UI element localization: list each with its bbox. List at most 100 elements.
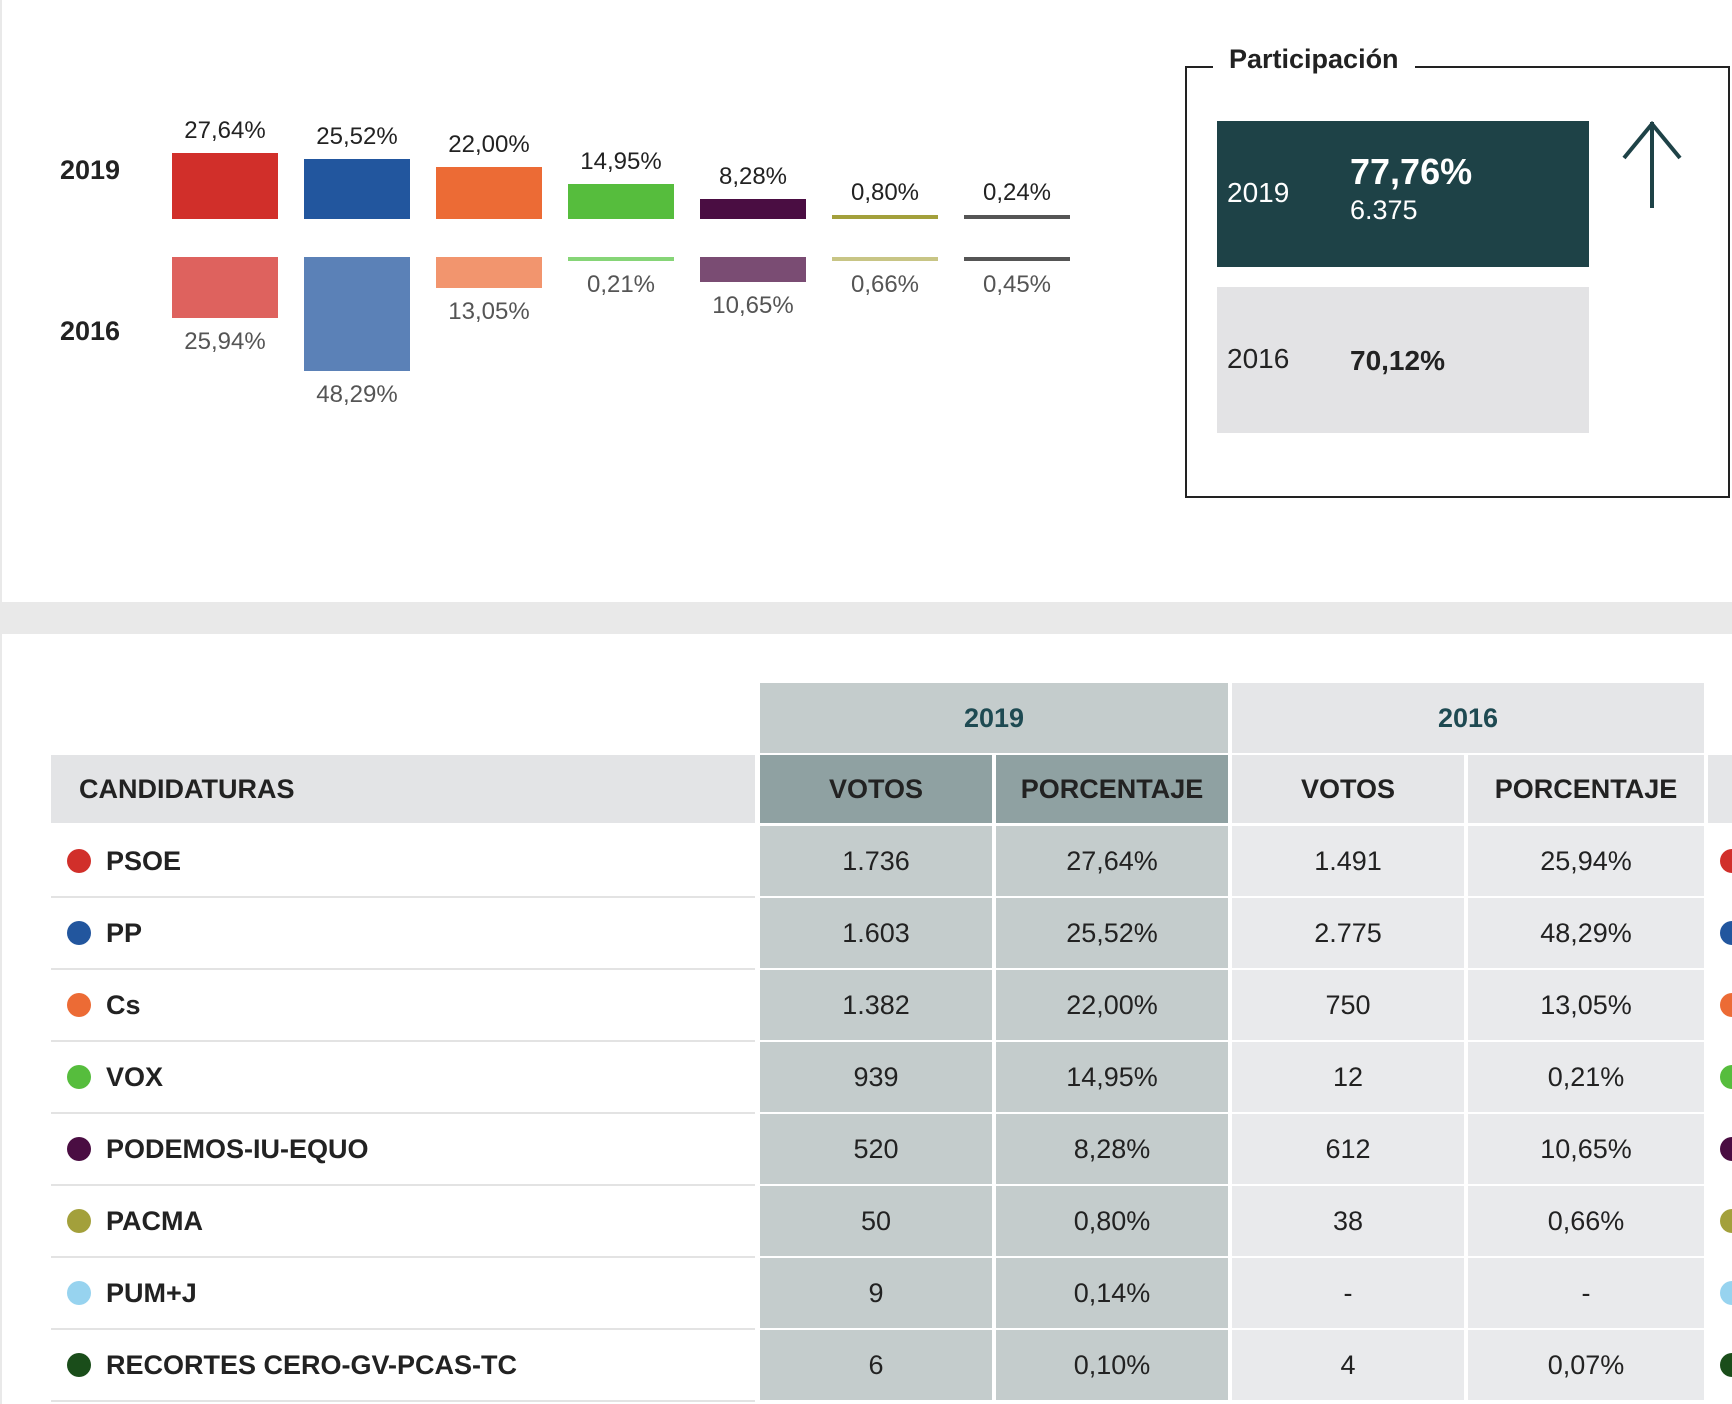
- percentage-2019: 22,00%: [996, 970, 1228, 1040]
- arrow-up-icon: [1622, 120, 1682, 208]
- participation-year: 2019: [1227, 177, 1290, 208]
- candidate-name: PACMA: [51, 1186, 755, 1256]
- votes-2019: 9: [760, 1258, 992, 1328]
- bar-2016-pum-j: [964, 257, 1070, 261]
- votes-2016: 38: [1232, 1186, 1464, 1256]
- votes-2016: 750: [1232, 970, 1464, 1040]
- candidate-name: PSOE: [51, 826, 755, 896]
- bar-2019-podemos-iu-equo: [700, 199, 806, 219]
- bar-2019-pacma: [832, 215, 938, 219]
- chart-year-2016: 2016: [60, 316, 121, 346]
- participation-year: 2016: [1227, 343, 1290, 374]
- party-color-dot: [67, 1065, 91, 1089]
- bar-label-2019-pp: 25,52%: [316, 122, 398, 150]
- percentage-2016: 0,07%: [1468, 1330, 1704, 1400]
- bar-label-2016-podemos-iu-equo: 10,65%: [712, 292, 794, 320]
- col-header-porcentaje-2019: PORCENTAJE: [996, 755, 1228, 823]
- percentage-2016: 10,65%: [1468, 1114, 1704, 1184]
- bar-2019-pum-j: [964, 215, 1070, 219]
- row-separator: [51, 896, 755, 898]
- bar-label-2019-pum-j: 0,24%: [982, 179, 1052, 206]
- bar-label-2019-podemos-iu-equo: 8,28%: [718, 163, 788, 191]
- year-header-2019: 2019: [760, 683, 1228, 753]
- bar-label-2019-pacma: 0,80%: [850, 179, 920, 206]
- votes-2019: 1.736: [760, 826, 992, 896]
- party-color-dot: [1720, 1281, 1732, 1305]
- percentage-2016: 0,66%: [1468, 1186, 1704, 1256]
- participation-votes: 6.375: [1350, 195, 1418, 225]
- percentage-2019: 27,64%: [996, 826, 1228, 896]
- party-color-dot: [67, 921, 91, 945]
- participation-percentage: 70,12%: [1350, 345, 1445, 376]
- votes-2019: 6: [760, 1330, 992, 1400]
- party-color-dot: [67, 993, 91, 1017]
- votes-2016: 4: [1232, 1330, 1464, 1400]
- percentage-2016: 0,21%: [1468, 1042, 1704, 1112]
- party-color-dot: [1720, 1209, 1732, 1233]
- participation-title: Participación: [1213, 44, 1415, 75]
- bar-label-2016-cs: 13,05%: [448, 297, 530, 325]
- row-separator: [51, 1328, 755, 1330]
- votes-2019: 520: [760, 1114, 992, 1184]
- bar-label-2016-pum-j: 0,45%: [982, 271, 1052, 298]
- party-color-dot: [67, 1353, 91, 1377]
- candidate-name: RECORTES CERO-GV-PCAS-TC: [51, 1330, 755, 1400]
- participation-percentage: 77,76%: [1350, 151, 1473, 192]
- candidate-name: PP: [51, 898, 755, 968]
- bar-label-2016-pacma: 0,66%: [850, 271, 920, 298]
- col-header-votos-2016: VOTOS: [1232, 755, 1464, 823]
- bar-2019-psoe: [172, 153, 278, 219]
- col-header-candidaturas: CANDIDATURAS: [51, 755, 755, 823]
- row-separator: [51, 968, 755, 970]
- bar-label-2016-psoe: 25,94%: [184, 328, 266, 356]
- percentage-2016: 13,05%: [1468, 970, 1704, 1040]
- votes-2016: 612: [1232, 1114, 1464, 1184]
- candidate-name: Cs: [51, 970, 755, 1040]
- votes-2016: -: [1232, 1258, 1464, 1328]
- bar-2016-vox: [568, 257, 674, 261]
- participation-2019: 2019 77,76% 6.375: [1217, 121, 1589, 267]
- party-color-dot: [1720, 849, 1732, 873]
- party-color-dot: [1720, 1065, 1732, 1089]
- party-color-dot: [1720, 1137, 1732, 1161]
- votes-2016: 1.491: [1232, 826, 1464, 896]
- col-header-porcentaje-2016: PORCENTAJE: [1468, 755, 1704, 823]
- row-separator: [51, 1256, 755, 1258]
- row-separator: [51, 1112, 755, 1114]
- percentage-2019: 14,95%: [996, 1042, 1228, 1112]
- votes-2019: 1.603: [760, 898, 992, 968]
- percentage-2019: 8,28%: [996, 1114, 1228, 1184]
- bar-2016-cs: [436, 257, 542, 288]
- percentage-2016: 25,94%: [1468, 826, 1704, 896]
- participation-2016: 2016 70,12%: [1217, 287, 1589, 433]
- bar-2016-psoe: [172, 257, 278, 319]
- chart-year-2019: 2019: [60, 155, 121, 185]
- bar-2016-pacma: [832, 257, 938, 261]
- col-header-overflow: [1708, 755, 1732, 823]
- party-color-dot: [67, 1209, 91, 1233]
- percentage-2016: 48,29%: [1468, 898, 1704, 968]
- percentage-2019: 25,52%: [996, 898, 1228, 968]
- bar-label-2019-vox: 14,95%: [580, 147, 662, 175]
- candidate-name: PUM+J: [51, 1258, 755, 1328]
- bar-2016-podemos-iu-equo: [700, 257, 806, 283]
- party-color-dot: [1720, 921, 1732, 945]
- percentage-2016: -: [1468, 1258, 1704, 1328]
- party-color-dot: [67, 849, 91, 873]
- candidate-name: VOX: [51, 1042, 755, 1112]
- bar-label-2016-pp: 48,29%: [316, 381, 398, 409]
- bar-2019-pp: [304, 158, 410, 219]
- percentage-2019: 0,10%: [996, 1330, 1228, 1400]
- year-header-2016: 2016: [1232, 683, 1704, 753]
- votes-2016: 12: [1232, 1042, 1464, 1112]
- votes-2016: 2.775: [1232, 898, 1464, 968]
- bar-label-2019-psoe: 27,64%: [184, 117, 266, 145]
- votes-2019: 939: [760, 1042, 992, 1112]
- percentage-2019: 0,80%: [996, 1186, 1228, 1256]
- participation-box: [1185, 66, 1730, 498]
- percentage-2019: 0,14%: [996, 1258, 1228, 1328]
- party-color-dot: [67, 1137, 91, 1161]
- bar-2019-vox: [568, 183, 674, 219]
- party-color-dot: [67, 1281, 91, 1305]
- candidate-name: PODEMOS-IU-EQUO: [51, 1114, 755, 1184]
